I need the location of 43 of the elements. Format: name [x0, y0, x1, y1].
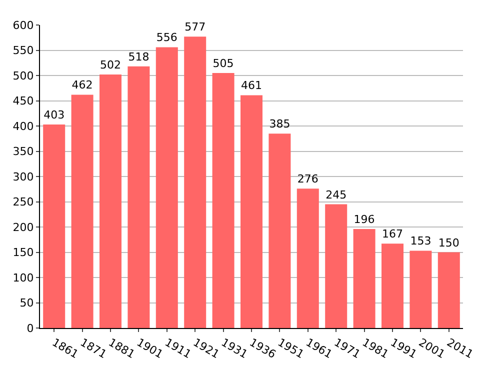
y-tick-label: 400	[12, 120, 34, 133]
bar	[212, 72, 234, 328]
y-tick-label: 500	[12, 69, 34, 82]
data-label: 276	[297, 172, 318, 186]
data-label: 556	[156, 31, 178, 44]
y-tick-label: 150	[12, 246, 34, 260]
y-tick-label: 50	[20, 296, 34, 310]
y-tick-label: 350	[12, 145, 34, 158]
data-label: 505	[212, 56, 234, 70]
bar	[296, 188, 319, 328]
bar	[184, 36, 206, 328]
y-tick-label: 100	[12, 271, 34, 284]
bar	[268, 134, 291, 328]
y-tick-label: 0	[26, 322, 34, 335]
data-label: 461	[241, 79, 262, 92]
data-label: 167	[382, 228, 403, 241]
data-label: 196	[354, 213, 375, 226]
bar	[240, 95, 262, 328]
y-tick-label: 200	[12, 220, 34, 234]
bar	[382, 244, 404, 328]
bar	[43, 124, 66, 328]
bar	[325, 204, 348, 328]
data-label: 403	[44, 108, 65, 122]
bar	[410, 250, 432, 328]
bar	[71, 94, 94, 328]
bar	[353, 229, 376, 328]
bar	[128, 66, 150, 328]
bar	[438, 252, 460, 328]
data-label: 385	[269, 118, 290, 131]
data-label: 462	[72, 78, 93, 92]
data-label: 502	[100, 58, 121, 72]
y-tick-label: 600	[12, 18, 34, 32]
bar	[156, 47, 178, 328]
data-label: 245	[326, 188, 347, 202]
y-tick-label: 550	[12, 44, 34, 58]
data-label: 518	[128, 50, 150, 64]
y-tick-label: 250	[12, 196, 34, 209]
data-label: 577	[184, 20, 206, 34]
y-tick-label: 300	[12, 170, 34, 184]
data-label: 150	[438, 236, 460, 250]
data-label: 153	[410, 234, 432, 248]
y-tick-label: 450	[12, 94, 34, 108]
bar	[100, 74, 122, 328]
